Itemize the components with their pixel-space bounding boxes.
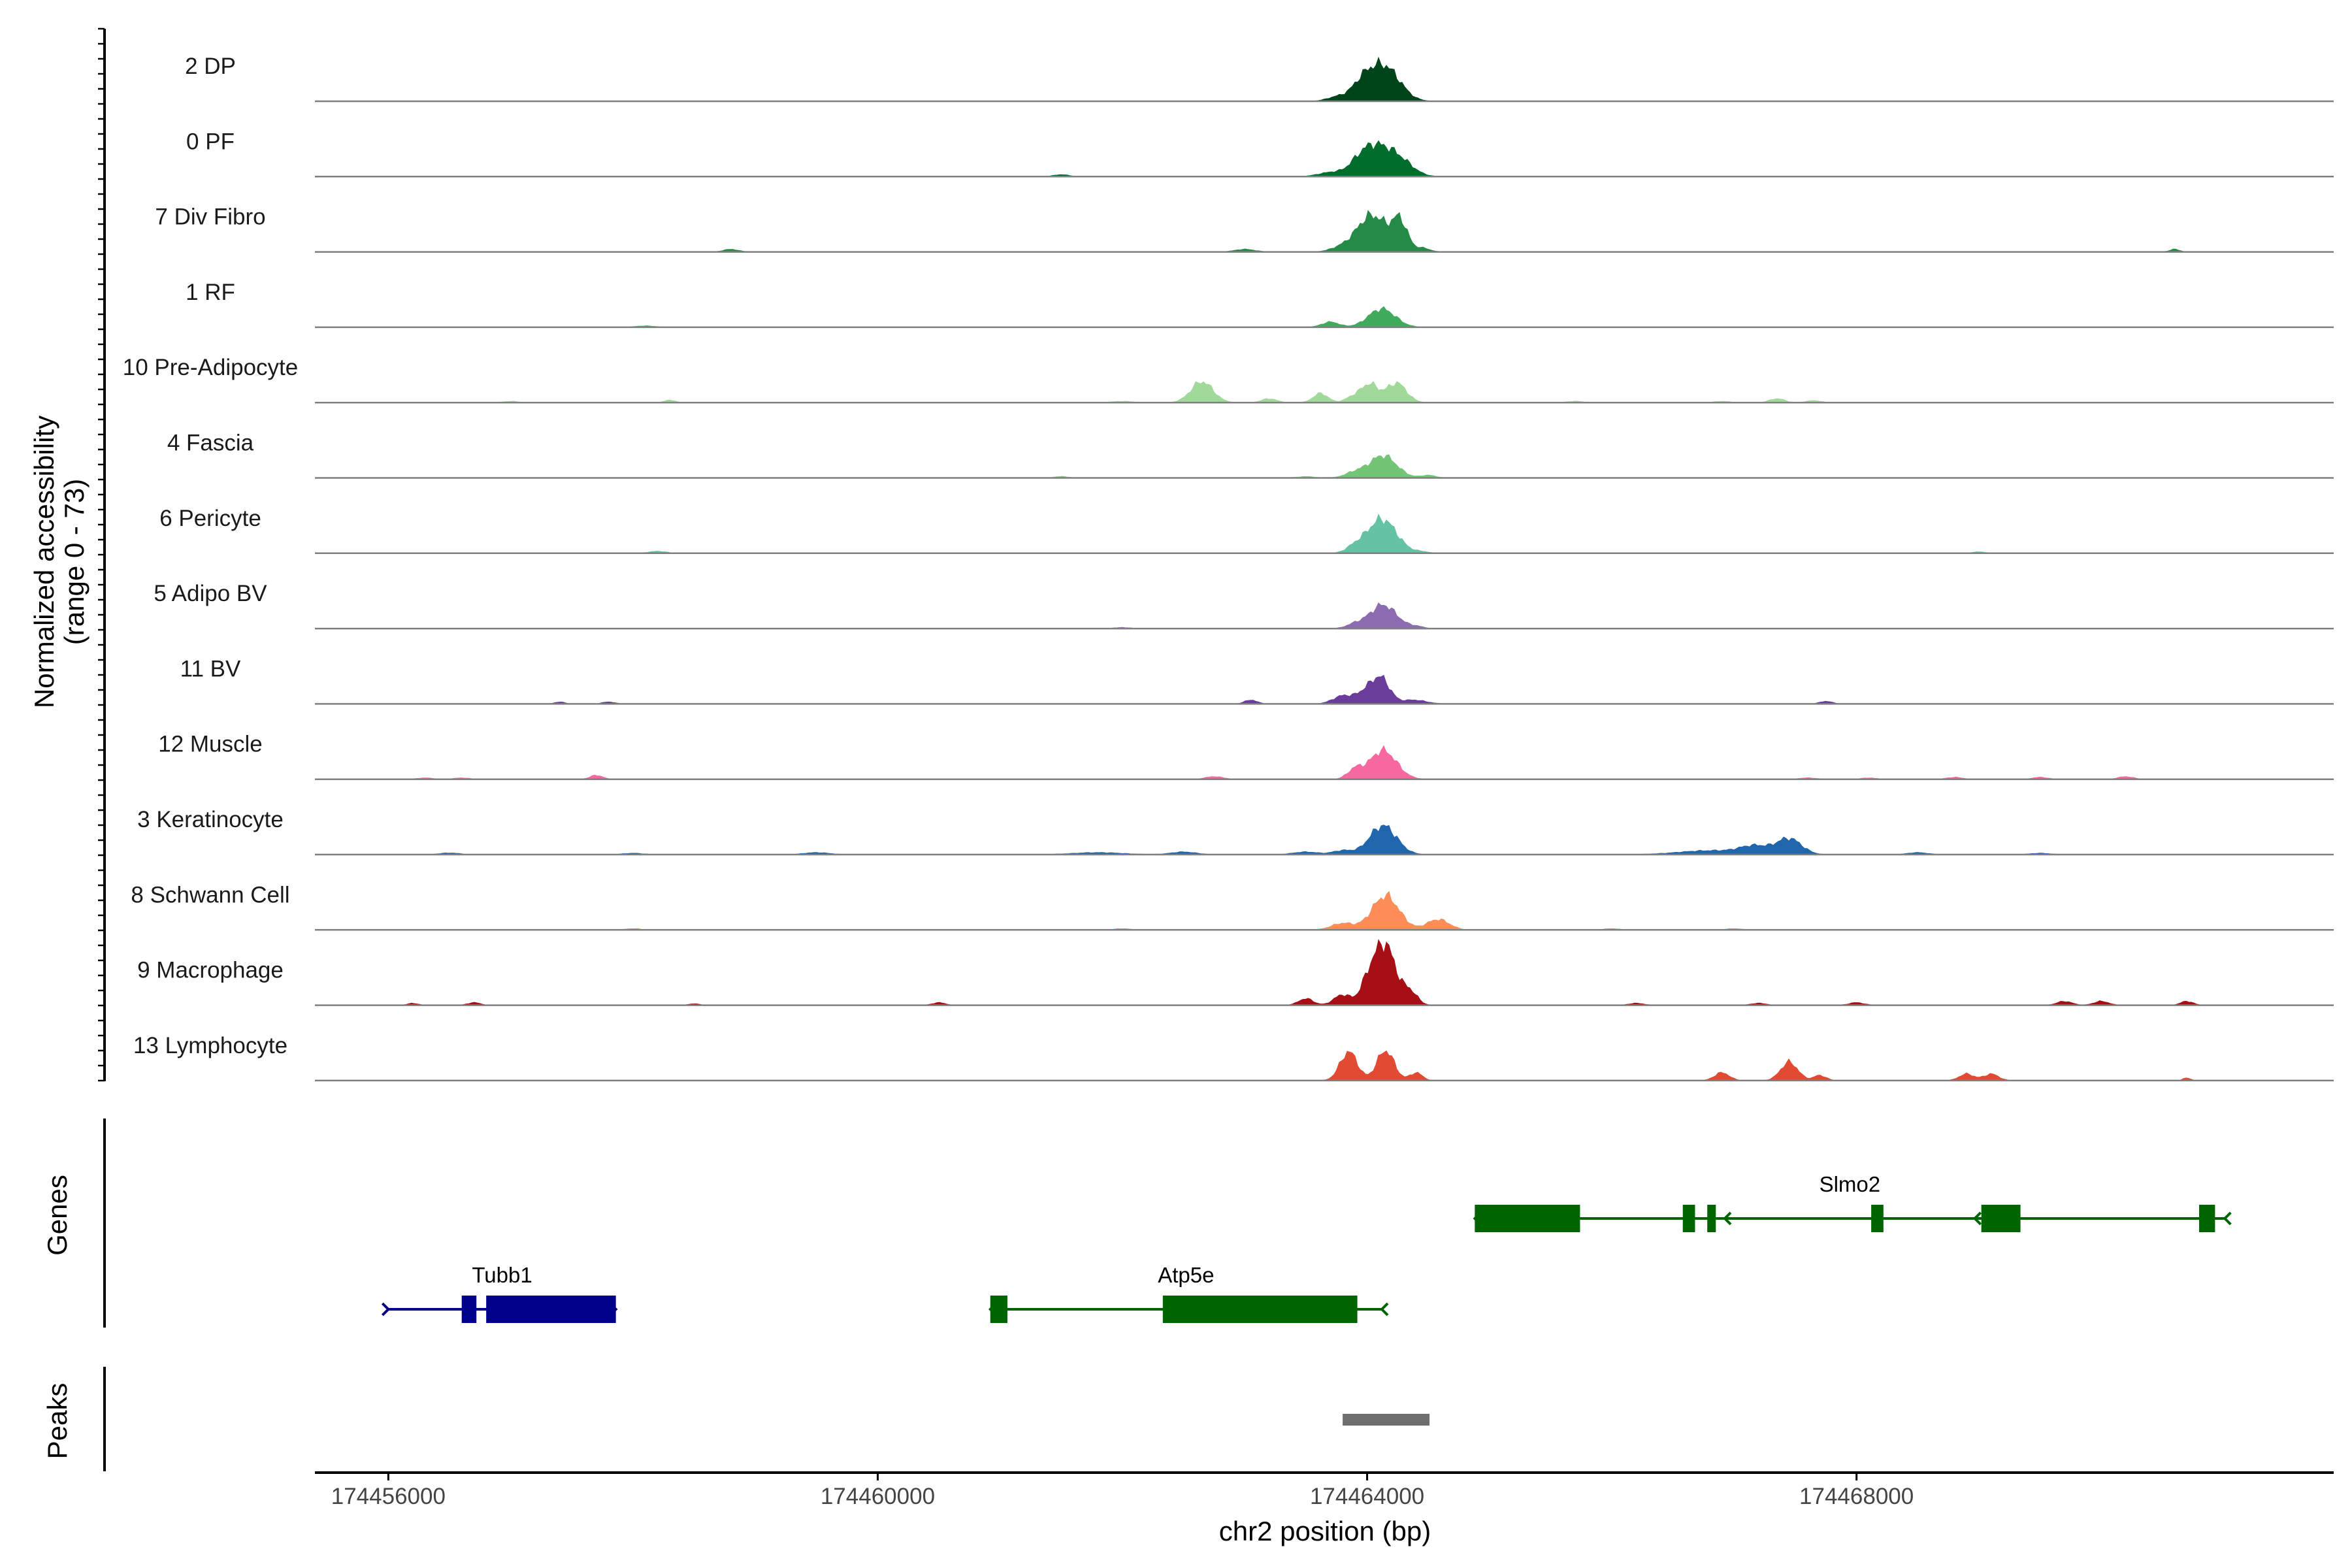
strand-arrow-icon [1723, 1211, 1732, 1226]
coverage-area-7-div-fibro [315, 210, 2334, 253]
coverage-area-8-schwann-cell [315, 890, 2334, 930]
gene-label-atp5e: Atp5e [1158, 1263, 1214, 1287]
x-axis-title: chr2 position (bp) [1219, 1516, 1431, 1546]
track-label: 3 Keratinocyte [137, 807, 284, 832]
coverage-area-13-lymphocyte [315, 1050, 2334, 1081]
gene-exon-slmo2 [1871, 1205, 1884, 1232]
coverage-area-1-rf [315, 306, 2334, 328]
x-tick-label: 174464000 [1310, 1484, 1424, 1509]
gene-exon-atp5e [990, 1296, 1007, 1323]
coverage-area-6-pericyte [315, 514, 2334, 554]
gene-label-tubb1: Tubb1 [472, 1263, 532, 1287]
track-label: 0 PF [186, 129, 235, 154]
track-label: 8 Schwann Cell [131, 882, 289, 907]
y-axis-title: Normalized accessibility [29, 416, 59, 708]
x-tick-label: 174460000 [821, 1484, 935, 1509]
peaks-track-title: Peaks [42, 1383, 73, 1460]
track-label: 1 RF [186, 280, 235, 305]
coverage-area-11-bv [315, 674, 2334, 704]
gene-exon-slmo2 [1707, 1205, 1716, 1232]
gene-exon-slmo2 [1981, 1205, 2021, 1232]
track-label: 7 Div Fibro [155, 204, 265, 230]
strand-arrow-icon [2223, 1211, 2232, 1226]
coverage-area-9-macrophage [315, 939, 2334, 1006]
strand-arrow-icon [1380, 1302, 1389, 1316]
track-label: 11 BV [180, 656, 241, 681]
gene-exon-slmo2 [1475, 1205, 1580, 1232]
coverage-area-10-pre-adipocyte [315, 381, 2334, 403]
coverage-area-12-muscle [315, 745, 2334, 780]
gene-exon-atp5e [1162, 1296, 1358, 1323]
track-label: 12 Muscle [158, 732, 263, 757]
x-tick-label: 174468000 [1799, 1484, 1914, 1509]
track-label: 6 Pericyte [159, 506, 261, 531]
track-label: 4 Fascia [167, 431, 254, 456]
gene-exon-tubb1 [461, 1296, 477, 1323]
coverage-area-2-dp [315, 56, 2334, 102]
gene-exon-tubb1 [486, 1296, 616, 1323]
track-label: 13 Lymphocyte [133, 1033, 287, 1058]
coverage-area-5-adipo-bv [315, 602, 2334, 629]
strand-arrow-icon [609, 1302, 618, 1316]
strand-arrow-icon [988, 1302, 998, 1316]
x-tick-label: 174456000 [331, 1484, 446, 1509]
genes-track-title: Genes [42, 1175, 73, 1256]
coverage-area-3-keratinocyte [315, 825, 2334, 855]
track-label: 9 Macrophage [137, 958, 284, 983]
strand-arrow-icon [1972, 1211, 1982, 1226]
gene-exon-slmo2 [1682, 1205, 1695, 1232]
gene-label-slmo2: Slmo2 [1820, 1172, 1881, 1196]
gene-exon-slmo2 [2199, 1205, 2215, 1232]
track-label: 2 DP [185, 54, 236, 79]
track-label: 5 Adipo BV [154, 581, 267, 606]
coverage-area-4-fascia [315, 454, 2334, 478]
peak-region [1343, 1414, 1430, 1426]
track-label: 10 Pre-Adipocyte [123, 355, 298, 380]
y-axis-range: (range 0 - 73) [59, 479, 90, 645]
strand-arrow-icon [381, 1302, 391, 1316]
coverage-area-0-pf [315, 140, 2334, 177]
strand-arrow-icon [1473, 1211, 1482, 1226]
